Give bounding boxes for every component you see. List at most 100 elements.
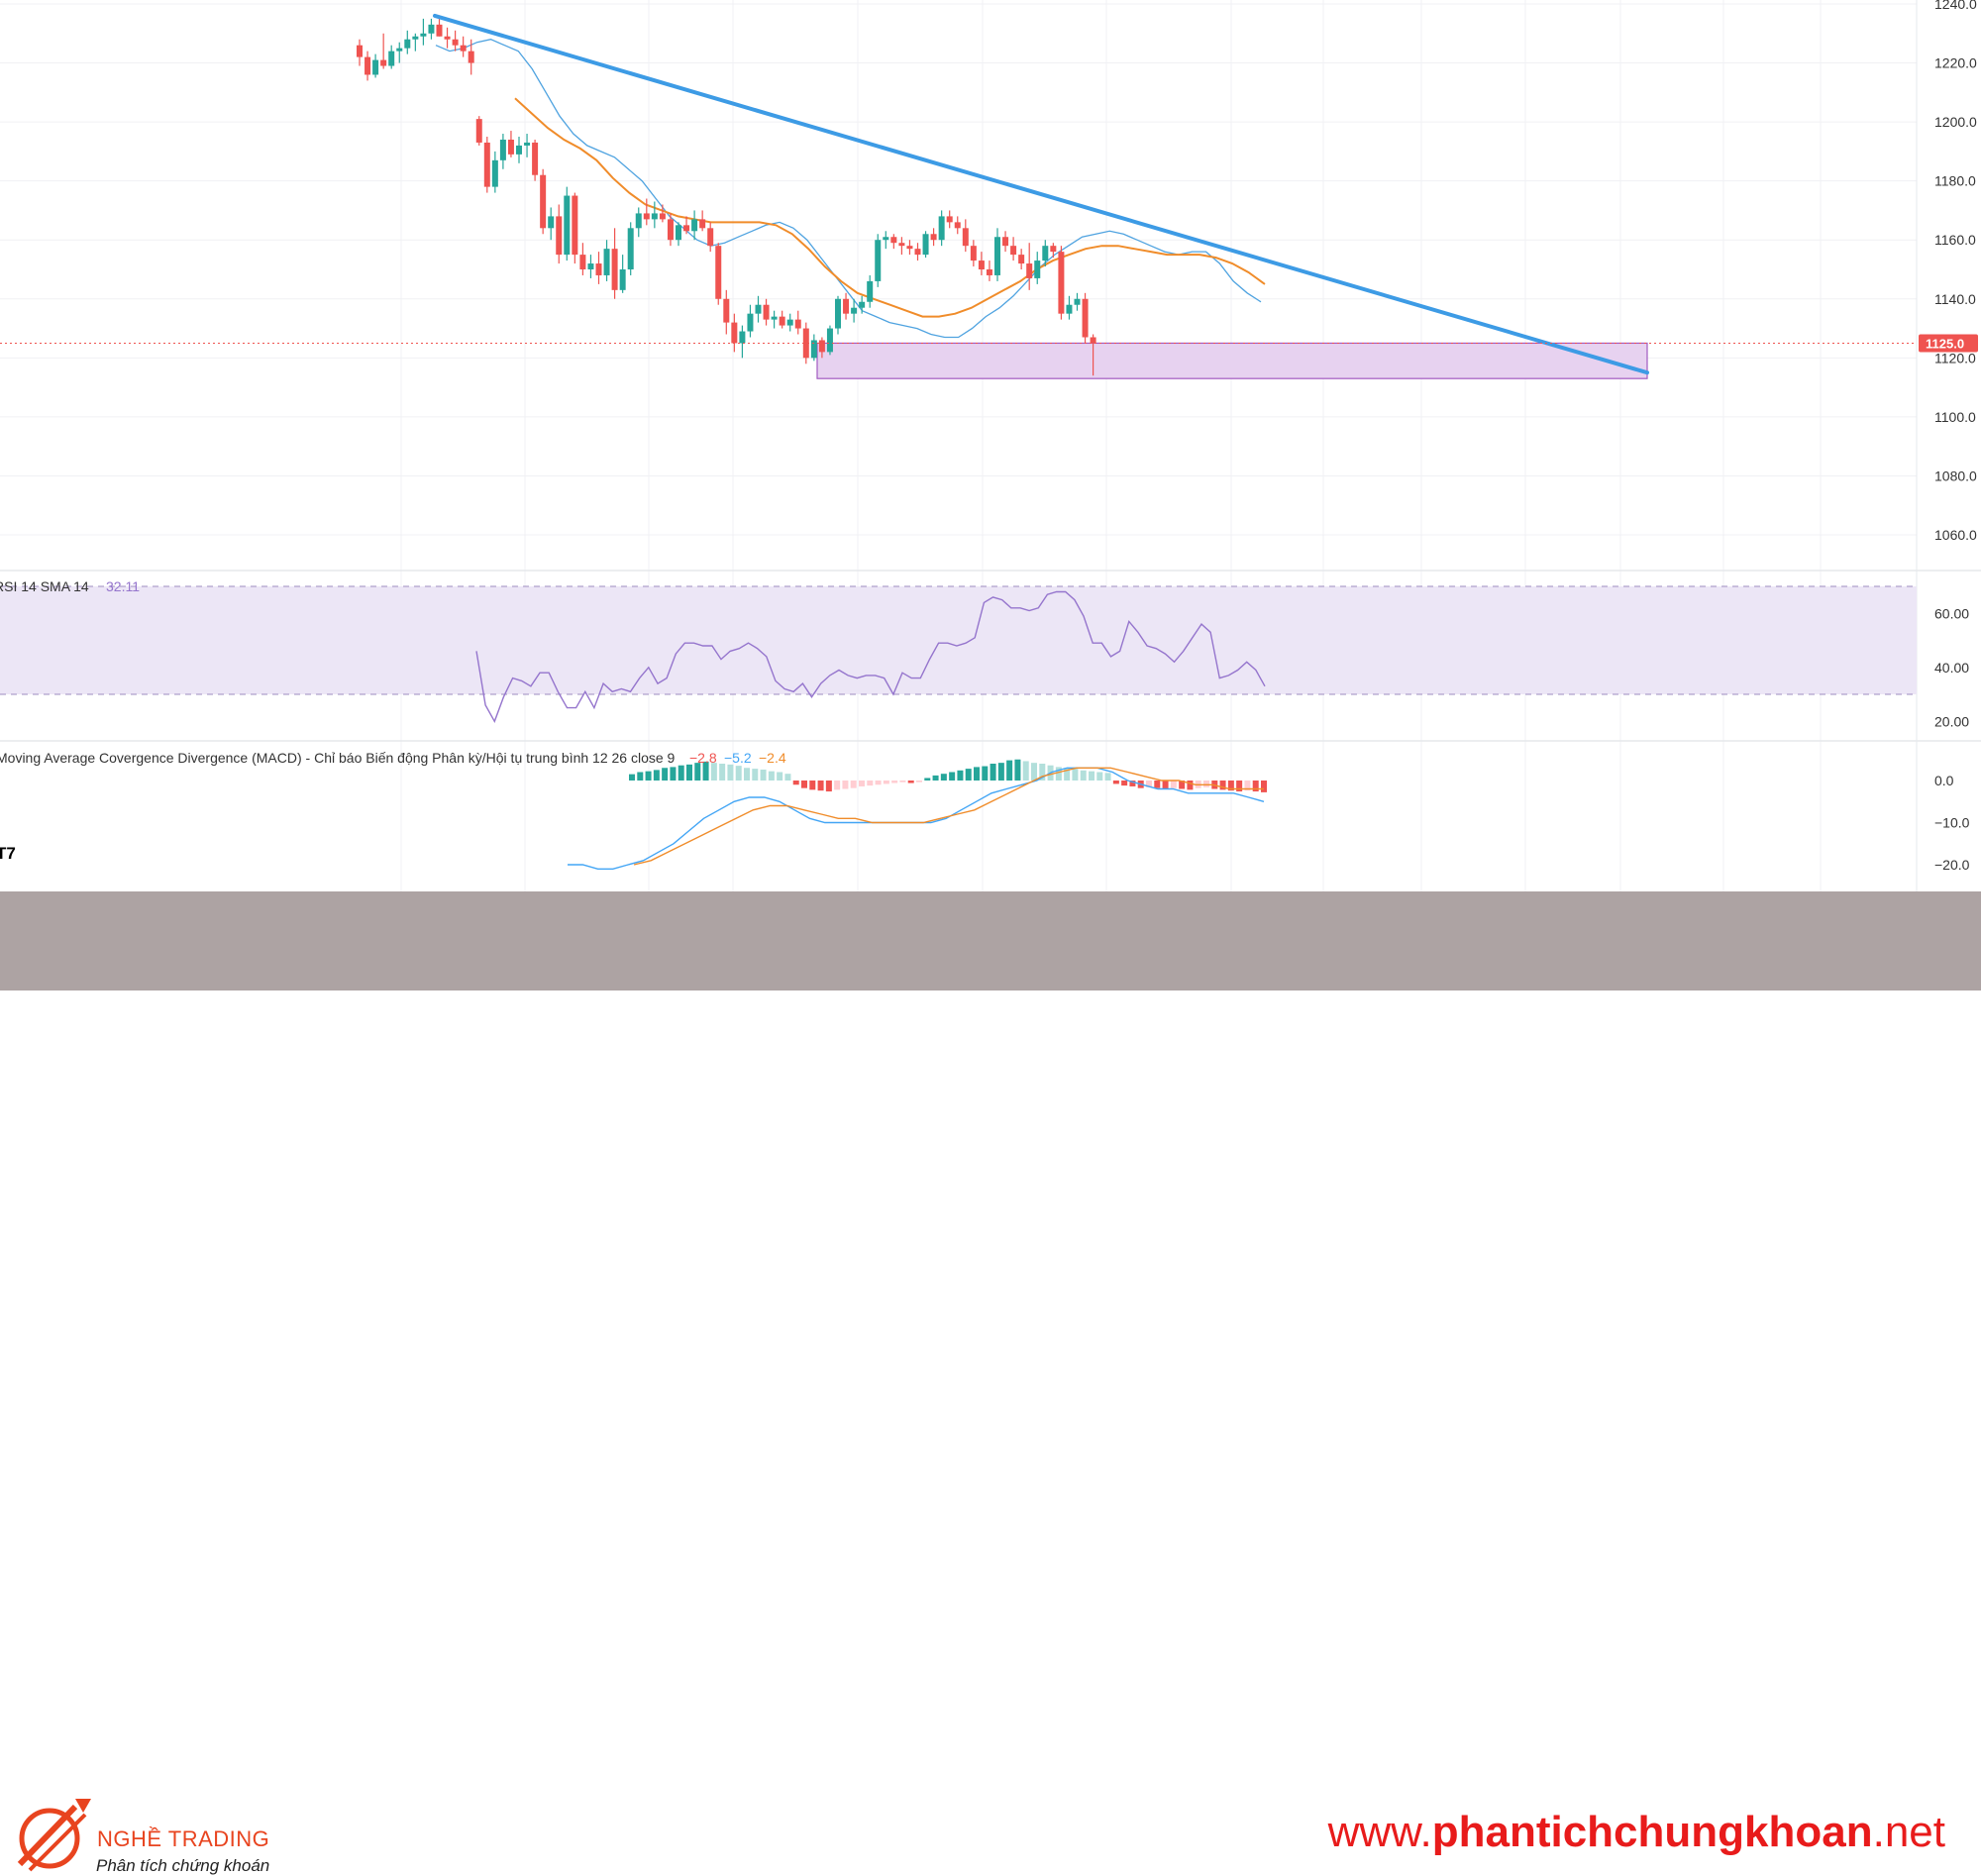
candle-body	[1042, 246, 1049, 261]
candle-body	[396, 48, 403, 52]
candle-body	[475, 119, 482, 143]
candle-body	[779, 316, 785, 326]
candle-body	[906, 246, 913, 250]
candle-body	[786, 319, 793, 326]
candle-body	[883, 237, 889, 241]
candle-body	[412, 36, 419, 40]
candle-body	[867, 280, 874, 302]
candle-body	[794, 319, 801, 329]
candle-body	[1018, 255, 1025, 264]
macd-signal-line	[633, 767, 1264, 866]
macd-value: −2.8	[689, 750, 717, 766]
candle-body	[763, 304, 770, 320]
macd-histogram-bar	[752, 769, 759, 781]
candle-body	[771, 316, 778, 320]
candle-body	[810, 340, 817, 359]
macd-histogram-bar	[1080, 770, 1087, 781]
macd-histogram-bar	[1089, 771, 1095, 781]
candle-body	[532, 142, 539, 175]
macd-histogram-bar	[1236, 781, 1243, 792]
candle-body	[372, 59, 379, 75]
tradingview-logo-icon[interactable]: T7	[0, 844, 16, 863]
macd-histogram-bar	[924, 778, 931, 781]
candle-body	[739, 331, 746, 344]
candle-body	[826, 328, 833, 353]
macd-histogram-bar	[1031, 763, 1037, 781]
macd-histogram-bar	[850, 781, 857, 788]
macd-histogram-bar	[1252, 781, 1259, 792]
candle-body	[843, 298, 850, 314]
candle-body	[365, 56, 371, 75]
macd-histogram-bar	[916, 781, 922, 782]
candle-body	[747, 313, 754, 332]
trend-line	[433, 13, 1649, 375]
macd-histogram-bar	[727, 764, 734, 781]
macd-histogram-bar	[637, 772, 644, 781]
price-tick-label: 1120.0	[1934, 350, 1976, 365]
macd-histogram-bar	[1227, 781, 1234, 791]
candle-body	[994, 237, 1000, 275]
candle-body	[572, 195, 578, 256]
candle-body	[818, 340, 825, 353]
chart-svg: 1240.0 1220.0 1200.0 1180.0 1160.0 1140.0 1120…	[0, 0, 1981, 891]
ma-fast-line	[435, 39, 1262, 339]
macd-histogram-bar	[817, 781, 824, 791]
moving-average-layer	[435, 39, 1266, 339]
macd-histogram-bar	[1244, 781, 1251, 791]
macd-histogram-bar	[784, 774, 791, 781]
candle-body	[699, 219, 706, 229]
candle-body	[357, 45, 363, 57]
logo-tagline: Phân tích chứng khoán	[96, 1856, 270, 1875]
candle-body	[619, 269, 626, 290]
candle-body	[436, 24, 443, 37]
macd-histogram-bar	[1055, 767, 1062, 781]
macd-histogram-bar	[1121, 781, 1128, 786]
candle-body	[1066, 304, 1073, 314]
macd-tick-label: −10.0	[1934, 815, 1970, 831]
candle-body	[802, 328, 809, 359]
price-tick-label: 1080.0	[1934, 468, 1977, 483]
candle-body	[603, 249, 610, 275]
candle-body	[859, 301, 866, 308]
rsi-line	[475, 590, 1266, 723]
candle-body	[875, 240, 882, 281]
macd-histogram-bar	[1154, 781, 1161, 788]
candle-body	[483, 142, 490, 187]
macd-histogram-bar	[1006, 760, 1013, 781]
macd-histogram-bar	[702, 761, 709, 781]
macd-histogram-bar	[1261, 781, 1267, 792]
macd-histogram-bar	[629, 774, 635, 781]
macd-histogram-bar	[792, 781, 799, 785]
macd-histogram-bar	[1219, 781, 1226, 790]
macd-tick-label: −20.0	[1934, 857, 1970, 873]
trend-line-layer	[433, 13, 1649, 375]
candle-body	[898, 243, 905, 247]
macd-histogram-bar	[834, 781, 841, 790]
candle-body	[954, 222, 961, 229]
candle-body	[986, 269, 992, 275]
macd-histogram-bar	[1022, 761, 1029, 781]
macd-histogram-bar	[1203, 781, 1209, 787]
macd-histogram-bar	[974, 767, 980, 781]
macd-histogram-bar	[825, 781, 832, 792]
website-url[interactable]: www.phantichchungkhoan.net	[1327, 1808, 1945, 1856]
candle-body	[1034, 261, 1041, 278]
macd-histogram-bar	[1112, 781, 1119, 784]
rsi-tick-label: 60.00	[1934, 605, 1969, 621]
candle-body	[1058, 252, 1065, 314]
candle-body	[683, 225, 690, 232]
price-tick-label: 1160.0	[1934, 232, 1976, 248]
candle-body	[723, 298, 730, 323]
candle-body	[643, 213, 650, 220]
candle-body	[507, 139, 514, 155]
candle-body	[627, 228, 634, 269]
candle-body	[707, 228, 714, 247]
candle-body	[452, 39, 459, 46]
macd-histogram-bar	[997, 763, 1004, 781]
candle-body	[1026, 263, 1033, 278]
macd-histogram-bar	[1129, 781, 1136, 786]
candle-body	[499, 139, 506, 160]
macd-histogram-bar	[883, 781, 889, 784]
price-axis: 1240.0 1220.0 1200.0 1180.0 1160.0 1140.0 1120…	[1934, 0, 1977, 543]
chart-area: 1240.0 1220.0 1200.0 1180.0 1160.0 1140.0 1120…	[0, 0, 1981, 891]
